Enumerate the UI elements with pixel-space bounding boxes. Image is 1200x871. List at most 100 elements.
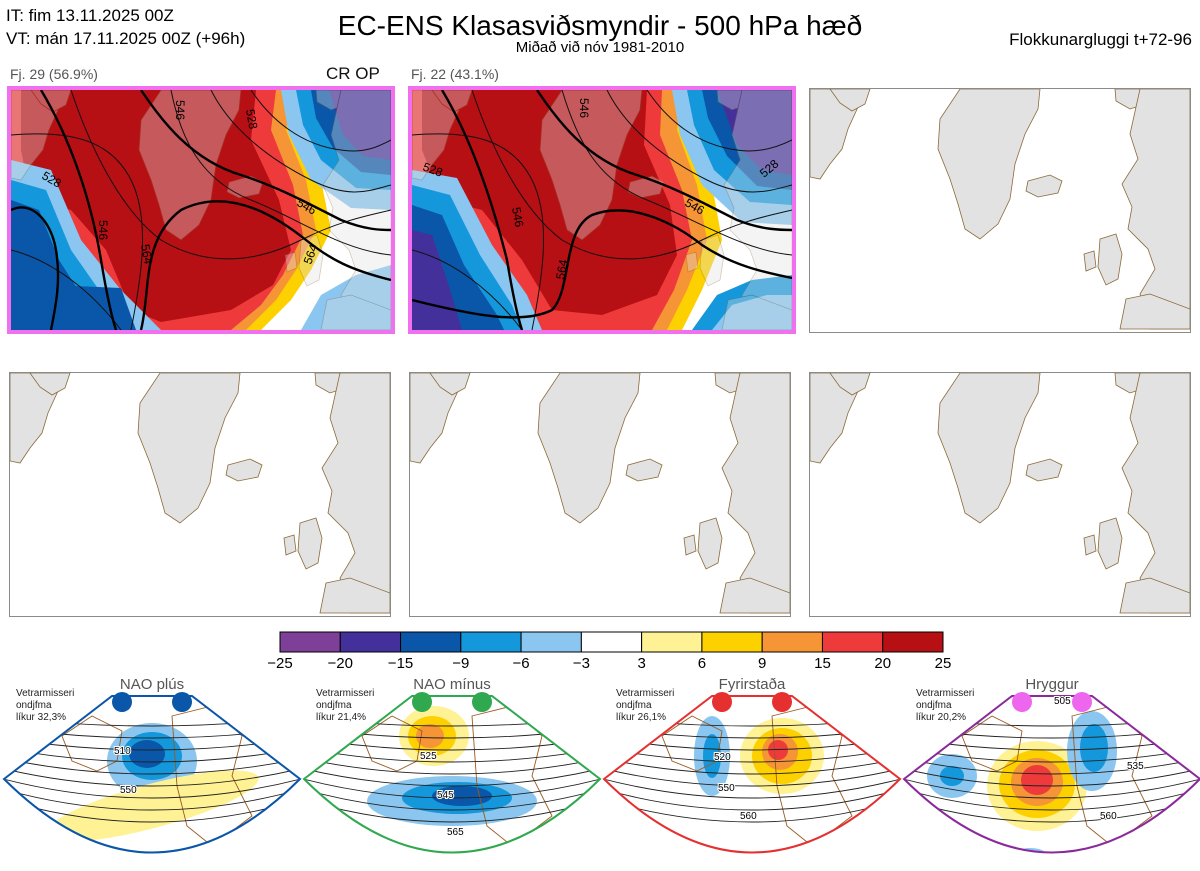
regime-contour-label: 535 [1127, 761, 1144, 772]
regime-contour-label: 560 [1100, 811, 1117, 822]
regime-marker-dot [1012, 692, 1032, 712]
regime-meta-line: Vetrarmisseri [916, 688, 975, 699]
regime-meta-line: líkur 32,3% [16, 712, 67, 723]
height-contour [304, 775, 600, 799]
cluster-panel-3[interactable] [809, 88, 1191, 333]
colorbar-tick-label: 25 [934, 655, 952, 672]
regime-panel-4: 505 535 560 Hryggur Vetrarmisseri ondjfma líku… [902, 676, 1200, 871]
cluster-2-map: 528 546 564 546 528 546 [412, 90, 792, 330]
panel-1-tag: CR OP [326, 64, 380, 83]
height-contour [4, 765, 300, 787]
colorbar-segment [580, 631, 643, 653]
regime-meta-line: Vetrarmisseri [616, 688, 675, 699]
contour-label: 564 [138, 243, 155, 265]
contour-label: 546 [96, 220, 110, 240]
colorbar-tick-label: 9 [758, 655, 767, 672]
height-contour [604, 765, 900, 787]
height-contour [904, 755, 1200, 775]
regime-sector-map: 505 535 560 [902, 695, 1200, 854]
height-contour [904, 765, 1200, 787]
colorbar-segment [821, 631, 884, 653]
regime-meta-line: ondjfma [916, 700, 952, 711]
contour-label: 546 [577, 98, 591, 118]
regime-contour-label: 550 [120, 785, 137, 796]
regime-sector-outline [902, 695, 1200, 854]
init-time: IT: fim 13.11.2025 00Z [6, 6, 174, 25]
colorbar-segment [761, 631, 823, 653]
regime-contour-label: 565 [447, 827, 464, 838]
regime-sector-outline [602, 695, 902, 854]
anomaly-blob [416, 724, 444, 748]
regime-meta-line: ondjfma [16, 700, 52, 711]
height-contour [604, 775, 900, 799]
regime-contour-label: 520 [714, 752, 731, 763]
colorbar-tick-label: −15 [387, 655, 414, 672]
colorbar-segment [460, 631, 522, 653]
regime-contour-label: 505 [1054, 696, 1071, 707]
regime-contour-label: 550 [718, 783, 735, 794]
regime-panel-3: 520 550 560 Fyrirstaða Vetrarmisseri ondjfma l… [602, 676, 902, 871]
colorbar-segment [339, 631, 402, 653]
regime-meta-line: Vetrarmisseri [316, 688, 375, 699]
regime-probability: Vetrarmisseri ondjfma líkur 20,2% [916, 688, 974, 724]
regime-title: Hryggur [1025, 676, 1079, 693]
header-info: IT: fim 13.11.2025 00Z VT: mán 17.11.202… [6, 4, 245, 50]
colorbar-segment [520, 631, 582, 653]
empty-map-4 [10, 373, 390, 614]
regime-marker-dot [112, 692, 132, 712]
colorbar-tick-label: 15 [814, 655, 831, 672]
height-contour [904, 775, 1200, 799]
contour-label: 528 [243, 108, 260, 130]
panel-1-label: Fj. 29 (56.9%) [10, 66, 98, 82]
anomaly-blob [940, 766, 964, 786]
cluster-panel-1[interactable]: 528 546 564 546 564 528 546 [7, 86, 395, 334]
colorbar-tick-labels: −25 −20 −15 −9 −6 −3 3 6 9 15 20 25 [0, 655, 1200, 675]
regime-meta-line: líkur 20,2% [916, 712, 967, 723]
contour-label: 546 [173, 100, 187, 120]
cluster-panel-5[interactable] [409, 372, 791, 617]
colorbar-tick-label: 6 [697, 655, 707, 672]
regime-marker-dot [172, 692, 192, 712]
empty-map-5 [410, 373, 790, 614]
cluster-panel-4[interactable] [9, 372, 391, 617]
contour-label: 564 [301, 242, 321, 266]
regime-marker-dot [412, 692, 432, 712]
cluster-panel-6[interactable] [809, 372, 1191, 617]
regime-contour-label: 545 [437, 790, 454, 801]
colorbar-segment [701, 631, 763, 653]
regime-title: NAO mínus [413, 676, 491, 693]
regime-sector-outline [302, 695, 602, 854]
anomaly-colorbar [279, 631, 944, 653]
colorbar-segment [400, 631, 462, 653]
height-contour [4, 775, 300, 799]
regime-marker-dot [712, 692, 732, 712]
regime-meta-line: líkur 26,1% [616, 712, 667, 723]
regime-meta-line: ondjfma [316, 700, 352, 711]
page-title: EC-ENS Klasasviðsmyndir - 500 hPa hæð [337, 10, 863, 41]
anomaly-blob [432, 786, 492, 806]
classification-window: Flokkunargluggi t+72-96 [1009, 30, 1192, 49]
colorbar-tick-label: 3 [637, 655, 646, 672]
regime-panel-1: 510 550 NAO plús Vetrarmisseri ondjfma líkur … [2, 676, 302, 871]
regime-contour-label: 510 [114, 746, 131, 757]
contour-label: 546 [509, 206, 526, 228]
height-contour [4, 785, 300, 811]
regime-probability: Vetrarmisseri ondjfma líkur 26,1% [616, 688, 674, 724]
cluster-panel-2[interactable]: 528 546 564 546 528 546 [408, 86, 796, 334]
anomaly-blob [45, 770, 259, 842]
contour-label: 528 [421, 160, 445, 180]
colorbar-segment [279, 631, 341, 653]
anomaly-blob [1080, 724, 1108, 772]
colorbar-tick-label: −25 [267, 655, 293, 672]
colorbar-tick-label: 20 [874, 655, 892, 672]
regime-sector-map: 510 550 [2, 695, 302, 854]
regime-probability: Vetrarmisseri ondjfma líkur 21,4% [316, 688, 374, 724]
colorbar-segment [641, 631, 703, 653]
regime-meta-line: Vetrarmisseri [16, 688, 75, 699]
regime-title: NAO plús [119, 676, 185, 693]
regime-contour-label: 560 [740, 811, 757, 822]
empty-map-3 [810, 89, 1190, 330]
empty-map-6 [810, 373, 1190, 614]
colorbar-tick-label: −3 [572, 655, 590, 672]
colorbar-tick-label: −6 [512, 655, 530, 672]
